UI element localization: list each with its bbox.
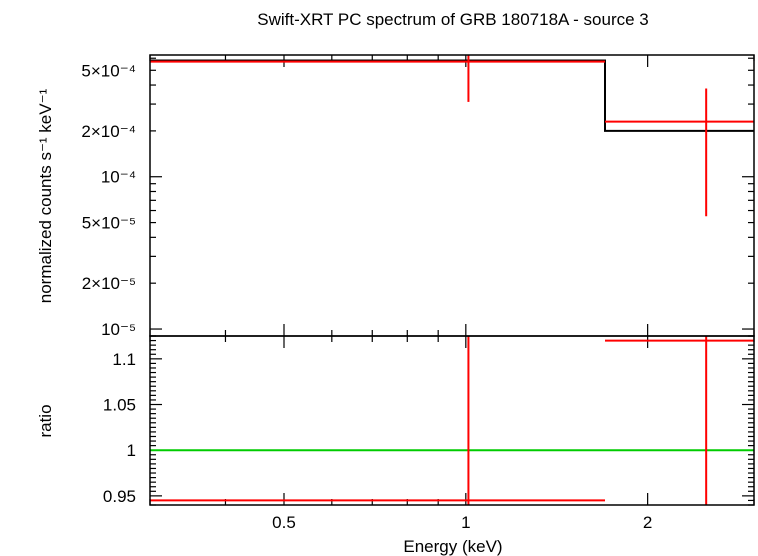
ratio-y-tick-label: 0.95 xyxy=(103,487,136,506)
chart-title: Swift-XRT PC spectrum of GRB 180718A - s… xyxy=(257,10,648,29)
ratio-panel-frame xyxy=(149,335,755,506)
spectrum-data-point xyxy=(605,88,754,217)
x-tick-label: 1 xyxy=(461,513,470,532)
spectrum-data-point xyxy=(150,55,606,102)
spectrum-y-tick-label: 5×10⁻⁵ xyxy=(82,214,136,233)
x-tick-label: 0.5 xyxy=(272,513,296,532)
model-step-line xyxy=(150,59,754,132)
ratio-y-tick-label: 1 xyxy=(127,441,136,460)
spectrum-y-tick-label: 2×10⁻⁴ xyxy=(81,122,136,141)
spectrum-panel-frame xyxy=(149,54,755,337)
ratio-data-point xyxy=(605,336,754,505)
spectrum-y-tick-label: 10⁻⁵ xyxy=(101,320,136,339)
spectrum-y-label: normalized counts s⁻¹ keV⁻¹ xyxy=(36,88,55,303)
ratio-y-tick-label: 1.05 xyxy=(103,396,136,415)
spectrum-y-tick-label: 5×10⁻⁴ xyxy=(81,61,136,80)
ratio-y-label: ratio xyxy=(36,404,55,437)
spectrum-y-tick-label: 10⁻⁴ xyxy=(101,168,136,187)
ratio-data-point xyxy=(150,336,606,505)
x-tick-label: 2 xyxy=(643,513,652,532)
spectrum-y-tick-label: 2×10⁻⁵ xyxy=(82,274,136,293)
x-axis-label: Energy (keV) xyxy=(403,537,502,556)
ratio-y-tick-label: 1.1 xyxy=(112,350,136,369)
